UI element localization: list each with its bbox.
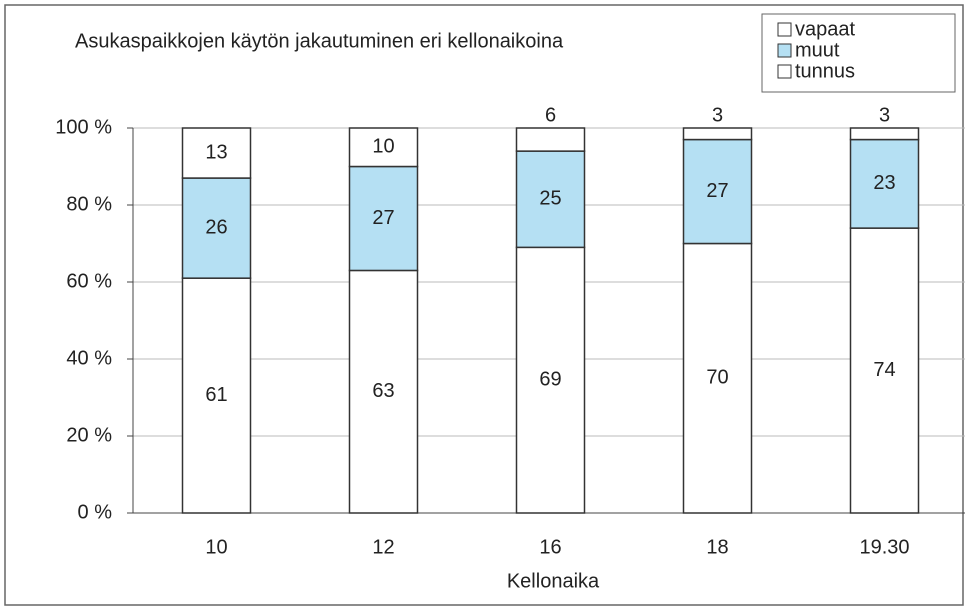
data-label: 3 (712, 104, 723, 126)
data-label: 27 (706, 180, 728, 202)
legend-swatch (777, 22, 792, 37)
bar-segment (181, 177, 252, 279)
legend-label: tunnus (795, 60, 855, 82)
y-tick-label: 100 % (55, 116, 112, 138)
data-label: 70 (706, 367, 728, 389)
bar-segment (515, 246, 586, 514)
data-label: 74 (873, 359, 895, 381)
x-tick-label: 16 (539, 536, 561, 558)
y-tick-label: 60 % (66, 270, 112, 292)
bar-segment (849, 227, 920, 514)
x-axis-label: Kellonaika (507, 570, 600, 592)
data-label: 6 (545, 104, 556, 126)
x-tick-label: 10 (205, 536, 227, 558)
x-tick-label: 18 (706, 536, 728, 558)
bar-segment (515, 127, 586, 152)
frame (4, 4, 964, 606)
data-label: 3 (879, 104, 890, 126)
y-tick-label: 80 % (66, 193, 112, 215)
chart-title: Asukaspaikkojen käytön jakautuminen eri … (75, 30, 564, 52)
x-tick-label: 12 (372, 536, 394, 558)
data-label: 25 (539, 188, 561, 210)
bar-segment (348, 269, 419, 514)
bar-segment (849, 138, 920, 229)
data-label: 63 (372, 380, 394, 402)
bar-segment (348, 127, 419, 168)
y-tick-label: 40 % (66, 347, 112, 369)
legend-box (761, 13, 956, 93)
y-tick-label: 20 % (66, 424, 112, 446)
bar-segment (515, 150, 586, 249)
bar-segment (849, 127, 920, 141)
data-label: 69 (539, 368, 561, 390)
bar-segment (181, 127, 252, 179)
data-label: 27 (372, 207, 394, 229)
bar-segment (348, 165, 419, 272)
data-label: 26 (205, 216, 227, 238)
data-label: 13 (205, 141, 227, 163)
legend-label: vapaat (795, 18, 855, 40)
data-label: 10 (372, 136, 394, 158)
legend-label: muut (795, 39, 840, 61)
data-label: 23 (873, 172, 895, 194)
y-tick-label: 0 % (78, 501, 113, 523)
x-tick-label: 19.30 (859, 536, 909, 558)
bar-segment (682, 138, 753, 245)
bar-segment (181, 277, 252, 514)
data-label: 61 (205, 384, 227, 406)
legend-swatch (777, 43, 792, 58)
bar-segment (682, 127, 753, 141)
bar-segment (682, 242, 753, 514)
legend-swatch (777, 64, 792, 79)
